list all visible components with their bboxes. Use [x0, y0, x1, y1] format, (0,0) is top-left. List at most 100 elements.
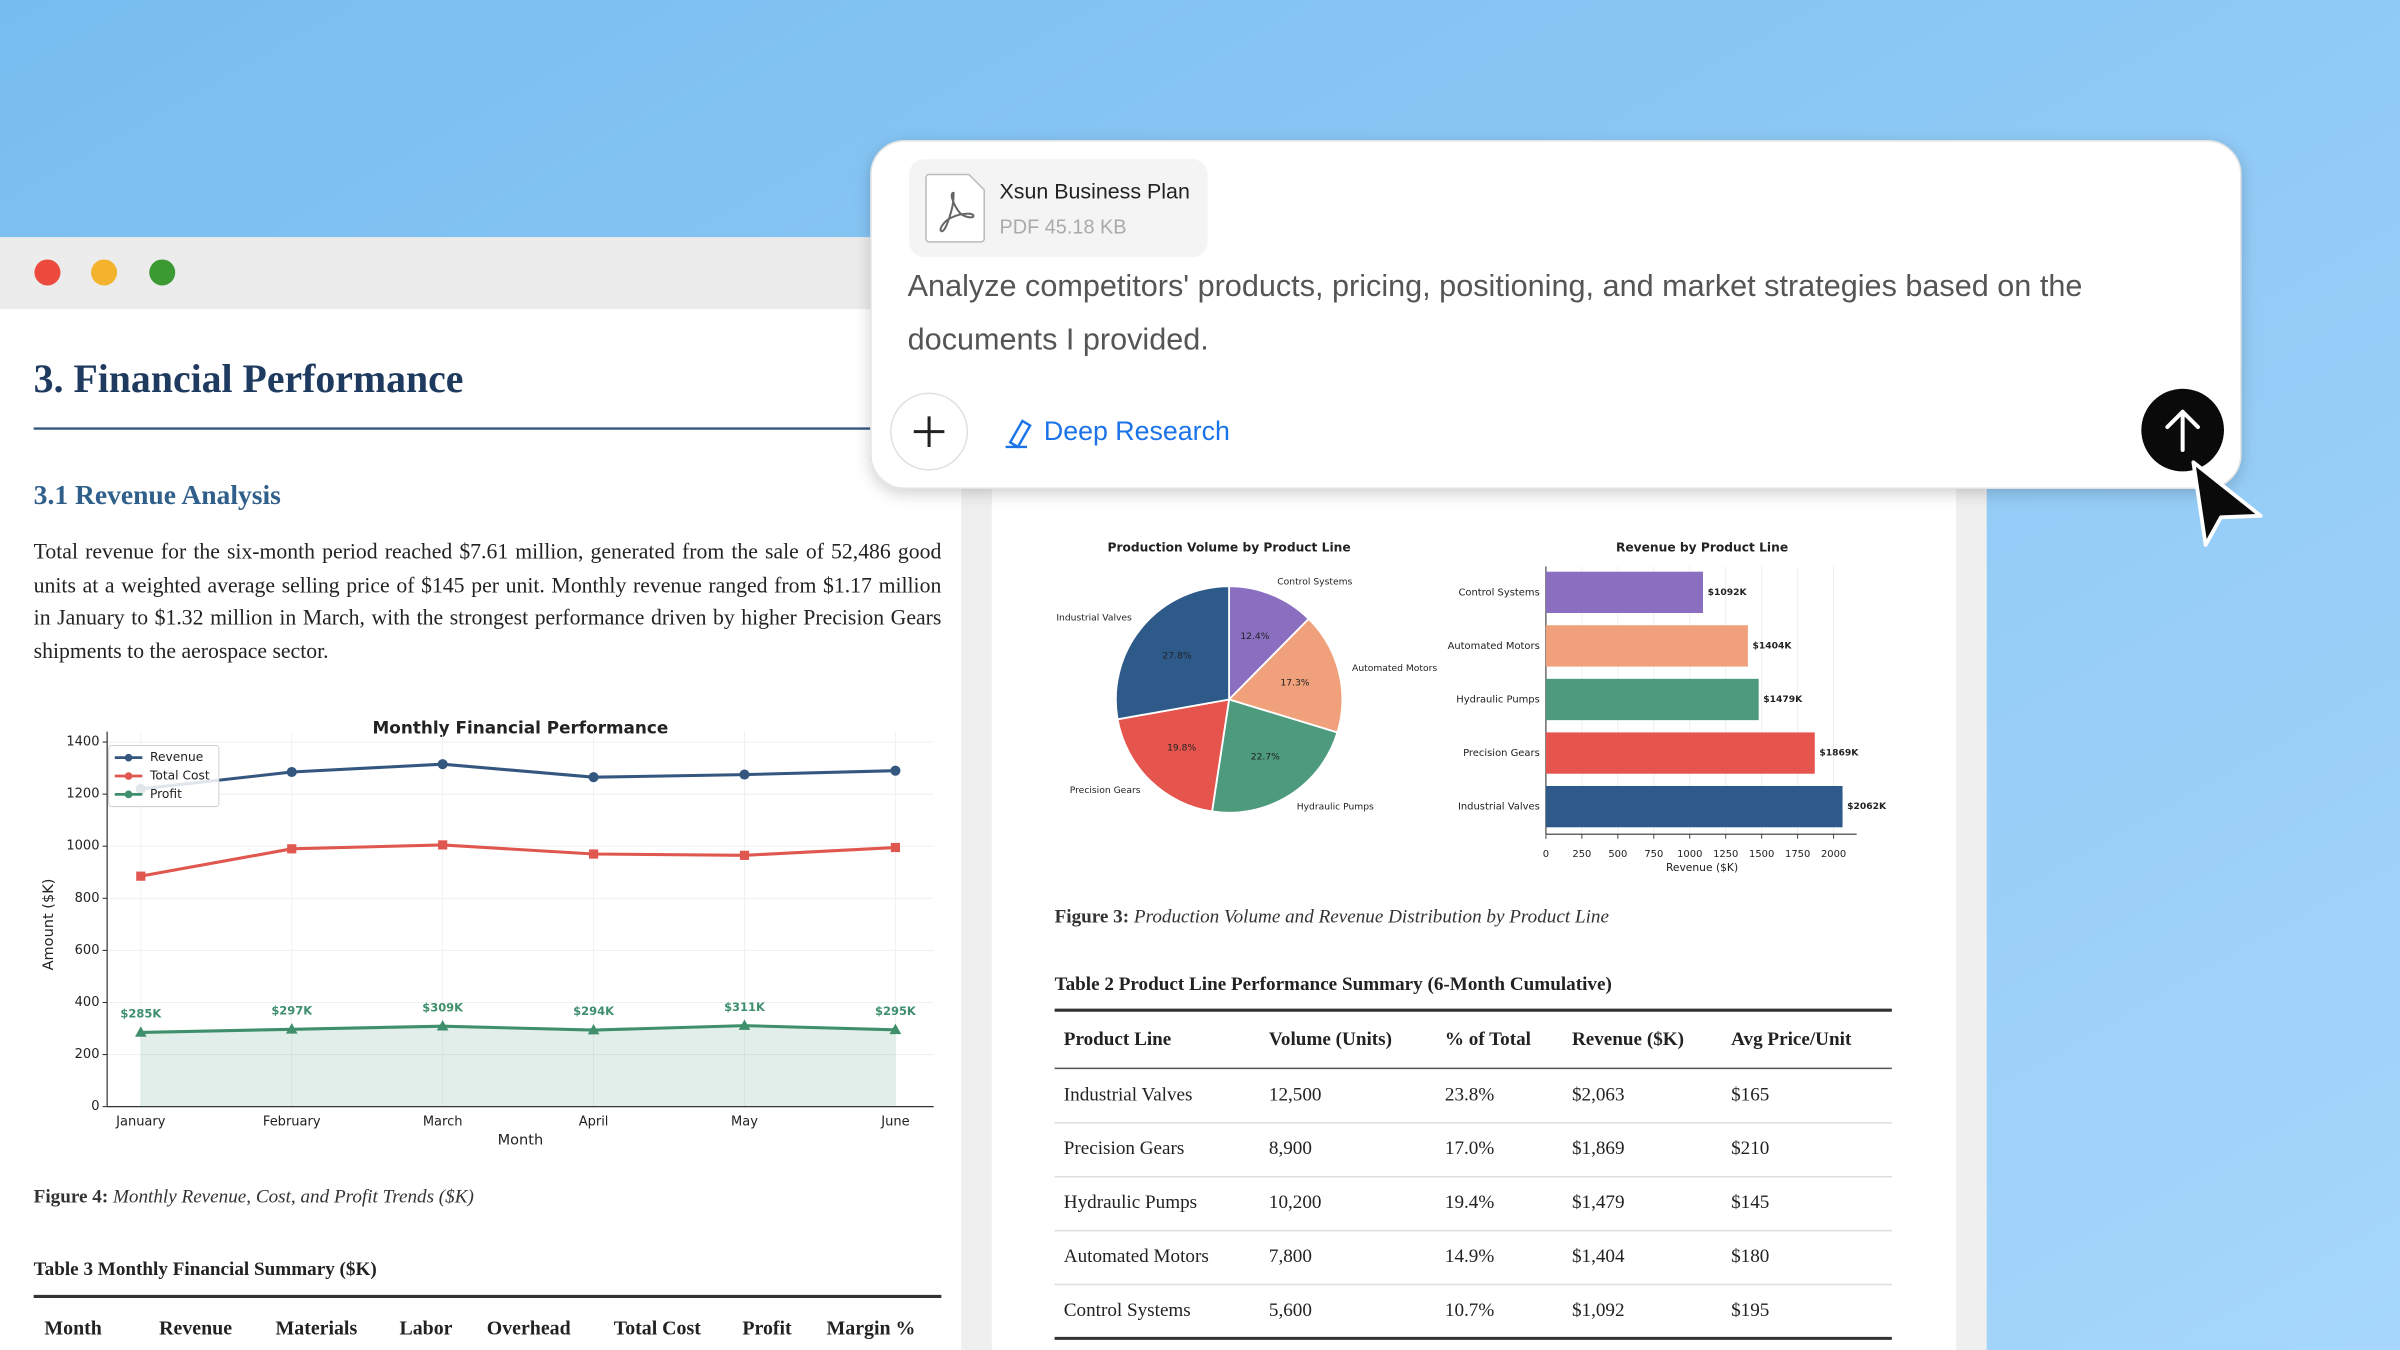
x-tick-label: 250 [1572, 849, 1591, 860]
chart-title: Monthly Financial Performance [373, 718, 669, 738]
table-title: Table 2 Product Line Performance Summary… [1055, 974, 1612, 995]
table-cell: Precision Gears [1064, 1138, 1185, 1159]
table-header: Revenue ($K) [1572, 1029, 1684, 1050]
x-tick-label: 750 [1644, 849, 1663, 860]
table-header: Volume (Units) [1269, 1029, 1392, 1050]
table-cell: 5,600 [1269, 1300, 1312, 1321]
y-tick-label: Industrial Valves [1458, 802, 1540, 813]
y-tick-label: 600 [75, 943, 100, 958]
pie-label: Control Systems [1277, 577, 1352, 588]
data-label: $295K [875, 1004, 917, 1018]
table-cell: 23.8% [1445, 1084, 1494, 1105]
table-cell: 7,800 [1269, 1246, 1312, 1267]
table-cell: 17.0% [1445, 1138, 1494, 1159]
x-tick-label: February [263, 1114, 321, 1129]
pie-slice [1114, 585, 1230, 721]
table-cell: $165 [1731, 1084, 1769, 1105]
series-line [140, 762, 896, 791]
table-header: Revenue [159, 1318, 232, 1340]
table-cell: $210 [1731, 1138, 1769, 1159]
point [286, 766, 297, 778]
y-tick-label: Automated Motors [1448, 641, 1540, 652]
table-header: Avg Price/Unit [1731, 1029, 1852, 1050]
pie-slice [1116, 698, 1231, 813]
legend-label: Profit [150, 787, 182, 801]
legend-swatch [124, 772, 133, 780]
table-cell: $1,092 [1572, 1300, 1625, 1321]
x-tick-label: April [579, 1114, 609, 1129]
point [588, 772, 599, 783]
data-label: $311K [724, 1000, 766, 1014]
table-header: Total Cost [614, 1318, 701, 1340]
pie-label: Precision Gears [1070, 785, 1141, 796]
table-cell: 10,200 [1269, 1192, 1322, 1213]
table-cell: 10.7% [1445, 1300, 1494, 1321]
minimize-button[interactable] [91, 259, 118, 286]
table-header: Materials [276, 1318, 358, 1340]
subheading: 3.1 Revenue Analysis [34, 479, 281, 510]
composer-box [870, 140, 2242, 490]
deep-research-toggle[interactable]: Deep Research [1044, 416, 1230, 446]
pie-slice [1211, 698, 1339, 814]
data-label: $1869K [1819, 748, 1859, 759]
table-cell: Automated Motors [1064, 1246, 1209, 1267]
table-cell: 14.9% [1445, 1246, 1494, 1267]
table-cell: $1,869 [1572, 1138, 1625, 1159]
point [738, 1019, 751, 1030]
data-label: $309K [422, 1000, 464, 1014]
data-label: $1404K [1752, 640, 1792, 651]
table-cell: $1,404 [1572, 1246, 1625, 1267]
research-icon [1005, 419, 1032, 449]
pie-label: Hydraulic Pumps [1297, 801, 1374, 812]
figure-caption: Figure 4: Monthly Revenue, Cost, and Pro… [34, 1187, 474, 1208]
send-arrow [2165, 409, 2200, 452]
table-header: Labor [399, 1318, 452, 1340]
point [739, 850, 750, 860]
point [135, 1026, 147, 1037]
caption-text: Monthly Revenue, Cost, and Profit Trends… [112, 1187, 474, 1208]
chart-title: Revenue by Product Line [1616, 540, 1788, 554]
point [890, 842, 900, 853]
y-tick-label: 0 [91, 1099, 99, 1114]
table-cell: Control Systems [1064, 1300, 1191, 1321]
point [436, 1020, 449, 1031]
bar [1545, 678, 1759, 721]
data-label: $1479K [1763, 694, 1803, 705]
table-cell: 12,500 [1269, 1084, 1322, 1105]
series-line [140, 843, 896, 878]
attachment-meta: PDF 45.18 KB [999, 216, 1126, 238]
table-header: Product Line [1064, 1029, 1172, 1050]
table-cell: $195 [1731, 1300, 1769, 1321]
x-tick-label: January [115, 1114, 166, 1129]
figure-caption: Figure 3: Production Volume and Revenue … [1055, 907, 1610, 928]
data-label: $1092K [1708, 587, 1748, 598]
table-cell: $180 [1731, 1246, 1769, 1267]
pie-percent: 12.4% [1240, 631, 1269, 642]
table-cell: $145 [1731, 1192, 1769, 1213]
bar [1545, 785, 1843, 828]
table-cell: $2,063 [1572, 1084, 1625, 1105]
bar [1545, 625, 1748, 667]
x-tick-label: May [731, 1114, 758, 1129]
point [739, 769, 750, 780]
x-tick-label: 500 [1608, 849, 1627, 860]
y-tick-label: 800 [75, 891, 100, 906]
pie-label: Automated Motors [1352, 663, 1437, 674]
y-tick-label: Control Systems [1458, 587, 1539, 598]
table-cell: $1,479 [1572, 1192, 1625, 1213]
table-cell: Hydraulic Pumps [1064, 1192, 1197, 1213]
x-tick-label: 1750 [1785, 849, 1810, 860]
x-tick-label: 2000 [1821, 849, 1846, 860]
point [889, 1023, 902, 1035]
zoom-button[interactable] [149, 259, 176, 286]
heading: 3. Financial Performance [34, 357, 464, 401]
close-button[interactable] [34, 259, 61, 286]
pie-slice [1228, 585, 1310, 702]
y-tick-label: 1000 [66, 839, 99, 854]
plus-icon [913, 416, 945, 447]
table-header: Margin % [827, 1318, 916, 1340]
legend-box [108, 744, 220, 808]
table-header: % of Total [1445, 1029, 1531, 1050]
